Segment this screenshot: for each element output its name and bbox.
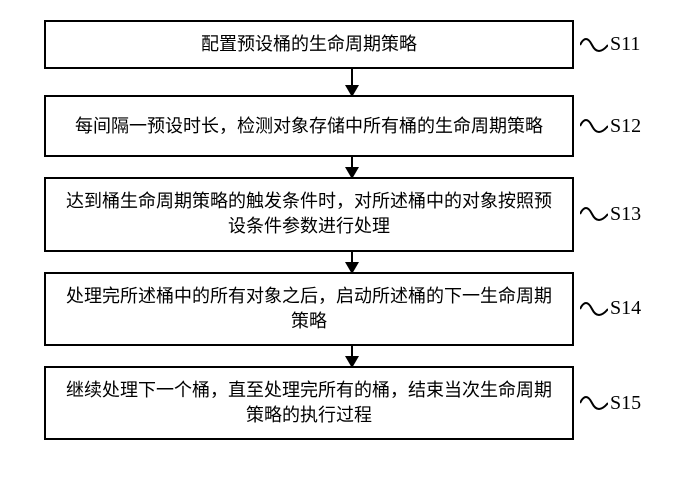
label-wrap: S11 [580, 33, 640, 56]
label-wrap: S15 [580, 392, 641, 415]
arrow-wrap [82, 252, 622, 272]
step-row: 继续处理下一个桶，直至处理完所有的桶，结束当次生命周期策略的执行过程 S15 [40, 366, 660, 440]
arrow-down-icon [351, 346, 353, 366]
step-row: 配置预设桶的生命周期策略 S11 [40, 20, 660, 69]
step-label: S14 [610, 297, 641, 320]
label-wrap: S13 [580, 203, 641, 226]
squiggle-icon [580, 204, 608, 224]
label-wrap: S14 [580, 297, 641, 320]
squiggle-icon [580, 35, 608, 55]
squiggle-icon [580, 393, 608, 413]
arrow-down-icon [351, 69, 353, 95]
step-label: S12 [610, 115, 641, 138]
step-label: S13 [610, 203, 641, 226]
step-row: 处理完所述桶中的所有对象之后，启动所述桶的下一生命周期策略 S14 [40, 272, 660, 346]
flow-box-s12: 每间隔一预设时长，检测对象存储中所有桶的生命周期策略 [44, 95, 574, 157]
label-wrap: S12 [580, 115, 641, 138]
flowchart-container: 配置预设桶的生命周期策略 S11 每间隔一预设时长，检测对象存储中所有桶的生命周… [40, 20, 660, 440]
arrow-down-icon [351, 252, 353, 272]
arrow-down-icon [351, 157, 353, 177]
flow-box-s14: 处理完所述桶中的所有对象之后，启动所述桶的下一生命周期策略 [44, 272, 574, 346]
squiggle-icon [580, 116, 608, 136]
flow-box-s15: 继续处理下一个桶，直至处理完所有的桶，结束当次生命周期策略的执行过程 [44, 366, 574, 440]
flow-box-text: 继续处理下一个桶，直至处理完所有的桶，结束当次生命周期策略的执行过程 [62, 378, 556, 428]
flow-box-s11: 配置预设桶的生命周期策略 [44, 20, 574, 69]
squiggle-icon [580, 299, 608, 319]
step-row: 达到桶生命周期策略的触发条件时，对所述桶中的对象按照预设条件参数进行处理 S13 [40, 177, 660, 251]
arrow-wrap [82, 69, 622, 95]
flow-box-text: 达到桶生命周期策略的触发条件时，对所述桶中的对象按照预设条件参数进行处理 [62, 189, 556, 239]
flow-box-s13: 达到桶生命周期策略的触发条件时，对所述桶中的对象按照预设条件参数进行处理 [44, 177, 574, 251]
flow-box-text: 配置预设桶的生命周期策略 [201, 32, 417, 57]
arrow-wrap [82, 157, 622, 177]
step-label: S11 [610, 33, 640, 56]
flow-box-text: 处理完所述桶中的所有对象之后，启动所述桶的下一生命周期策略 [62, 284, 556, 334]
step-label: S15 [610, 392, 641, 415]
arrow-wrap [82, 346, 622, 366]
flow-box-text: 每间隔一预设时长，检测对象存储中所有桶的生命周期策略 [75, 114, 543, 139]
step-row: 每间隔一预设时长，检测对象存储中所有桶的生命周期策略 S12 [40, 95, 660, 157]
